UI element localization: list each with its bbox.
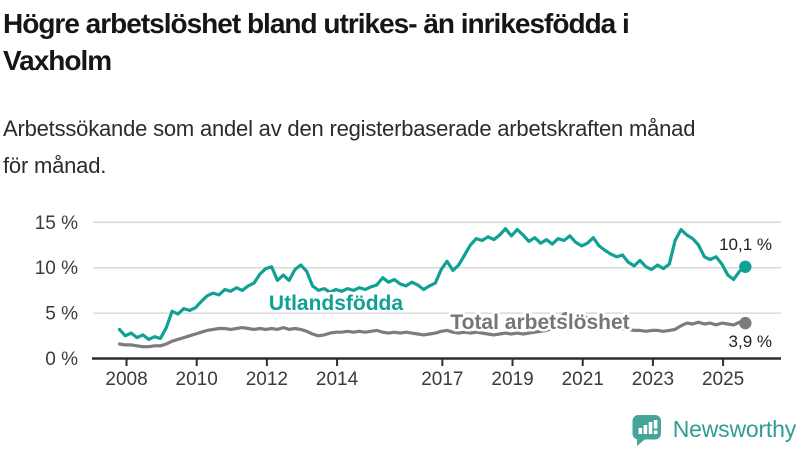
x-tick-label-2019: 2019 (491, 369, 533, 390)
chart-subtitle-line1: Arbetssökande som andel av den registerb… (3, 116, 696, 141)
chart-subtitle-line2: för månad. (3, 153, 107, 178)
x-tick-label-2023: 2023 (632, 369, 674, 390)
newsworthy-branding: Newsworthy (629, 410, 796, 448)
series-label-total-arbetsloshet: Total arbetslöshet (450, 311, 629, 334)
x-tick-label-2017: 2017 (421, 369, 463, 390)
logo-exclamation-bar (653, 419, 658, 428)
line-chart: 0 % 5 % 10 % 15 % 2008 2010 2012 2014 2017 2019 20… (35, 213, 781, 390)
x-tick-label-2010: 2010 (176, 369, 218, 390)
x-tick-label-2008: 2008 (105, 369, 147, 390)
line-Total arbetslöshet (117, 311, 747, 349)
logo-exclamation-dot (653, 429, 658, 434)
end-value-label-total: 3,9 % (729, 332, 772, 351)
page-title-line1: Högre arbetslöshet bland utrikes- än inr… (3, 8, 630, 39)
newsworthy-logo-icon (632, 414, 661, 446)
series-label-utlandsfodda: Utlandsfödda (269, 292, 403, 315)
page-title-line2: Vaxholm (3, 45, 112, 76)
x-tick-label-2025: 2025 (702, 369, 744, 390)
x-tick-label-2021: 2021 (562, 369, 604, 390)
logo-bar-2 (643, 424, 647, 434)
end-dot-Total arbetslöshet (739, 316, 752, 330)
end-value-label-utlandsfodda: 10,1 % (719, 235, 772, 254)
y-tick-label-0: 0 % (45, 349, 78, 370)
chart-subtitle: Arbetssökande som andel av den registerb… (3, 110, 793, 184)
x-tick-label-2014: 2014 (316, 369, 359, 390)
newsworthy-wordmark: Newsworthy (672, 415, 796, 442)
logo-bar-3 (648, 421, 653, 434)
x-tick-label-2012: 2012 (246, 369, 288, 390)
axis-ticks-and-labels: 0 % 5 % 10 % 15 % 2008 2010 2012 2014 2017 2019 20… (35, 213, 745, 390)
y-tick-label-10: 10 % (35, 258, 78, 279)
y-tick-label-5: 5 % (45, 304, 78, 325)
chart-header: Högre arbetslöshet bland utrikes- än inr… (3, 5, 798, 79)
line-Utlandsfödda (117, 227, 747, 341)
logo-bar-1 (638, 427, 642, 434)
series-lines (117, 227, 752, 349)
y-tick-label-15: 15 % (35, 213, 78, 234)
end-dot-Utlandsfödda (739, 260, 752, 273)
